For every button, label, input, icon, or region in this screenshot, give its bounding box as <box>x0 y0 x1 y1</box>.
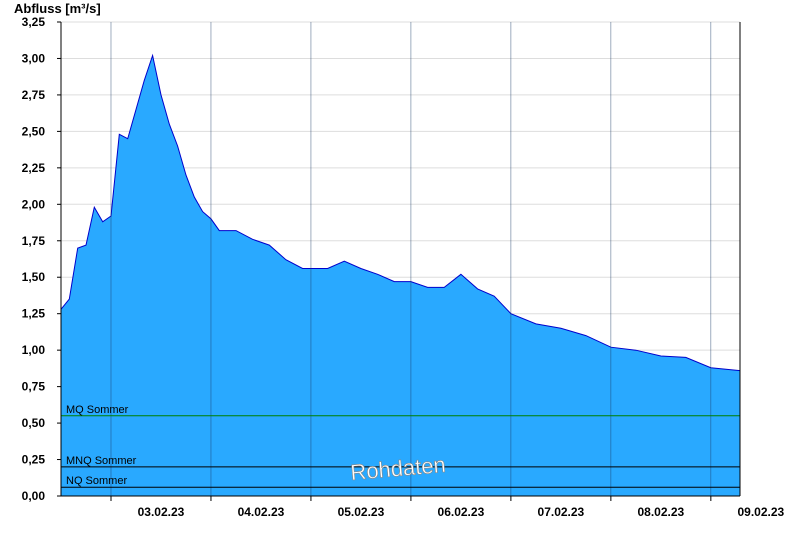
vertical-gridlines <box>110 22 712 496</box>
y-tick-label: 1,00 <box>22 343 46 357</box>
reference-label: MQ Sommer <box>66 404 129 416</box>
x-tick-label: 04.02.23 <box>238 505 285 519</box>
x-tick-label: 07.02.23 <box>538 505 585 519</box>
y-tick-label: 2,25 <box>22 161 46 175</box>
y-tick-label: 2,50 <box>22 124 46 138</box>
x-tick-label: 08.02.23 <box>637 505 684 519</box>
y-tick-label: 1,50 <box>22 270 46 284</box>
y-tick-label: 0,75 <box>22 380 46 394</box>
y-tick-label: 1,75 <box>22 234 46 248</box>
reference-label: MNQ Sommer <box>66 455 137 467</box>
y-tick-label: 1,25 <box>22 307 46 321</box>
y-tick-label: 3,25 <box>22 15 46 29</box>
reference-lines: MQ Sommer MNQ Sommer NQ Sommer <box>61 404 740 488</box>
y-tick-label: 0,50 <box>22 416 46 430</box>
y-tick-label: 0,00 <box>22 489 46 503</box>
area-layer <box>60 53 741 496</box>
reference-label: NQ Sommer <box>66 475 127 487</box>
y-tick-label: 3,00 <box>22 51 46 65</box>
x-tick-label: 03.02.23 <box>138 505 185 519</box>
discharge-area <box>61 55 740 496</box>
discharge-line <box>60 53 741 372</box>
y-tick-label: 0,25 <box>22 453 46 467</box>
y-tick-label: 2,75 <box>22 88 46 102</box>
axes <box>57 21 741 501</box>
x-tick-label: 09.02.23 <box>737 505 784 519</box>
y-axis-title: Abfluss [m³/s] <box>14 1 101 16</box>
x-tick-label: 05.02.23 <box>338 505 385 519</box>
y-tick-label: 2,00 <box>22 197 46 211</box>
x-tick-label: 06.02.23 <box>438 505 485 519</box>
tick-labels: 0,00 0,25 0,50 0,75 1,00 1,25 1,50 1,75 2,00 2,25… <box>22 15 785 519</box>
